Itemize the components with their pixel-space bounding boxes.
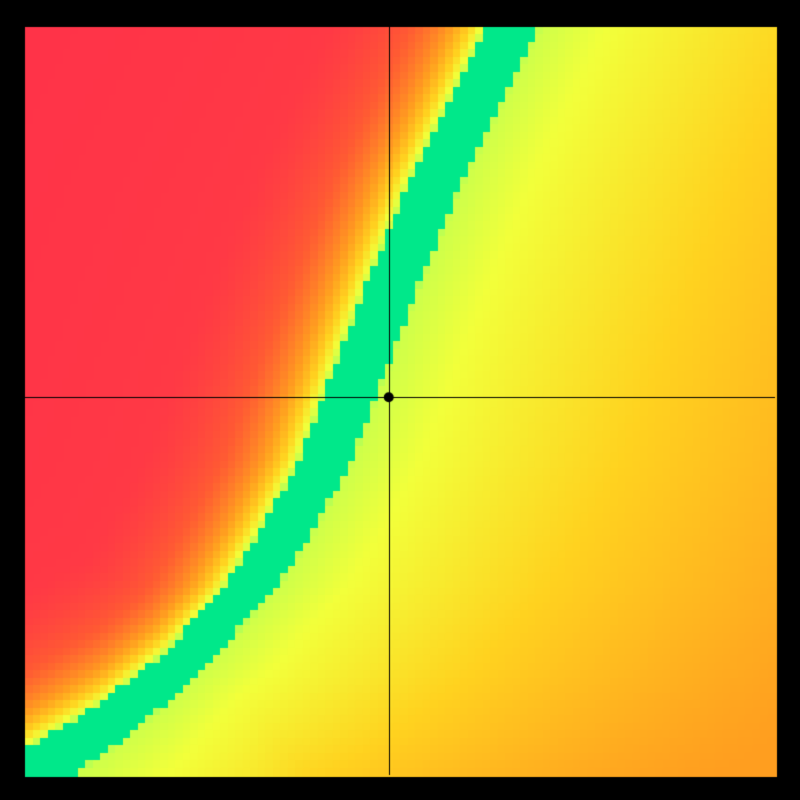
bottleneck-heatmap: [0, 0, 800, 800]
watermark-text: TheBottleneck.com: [574, 4, 780, 30]
chart-container: TheBottleneck.com: [0, 0, 800, 800]
